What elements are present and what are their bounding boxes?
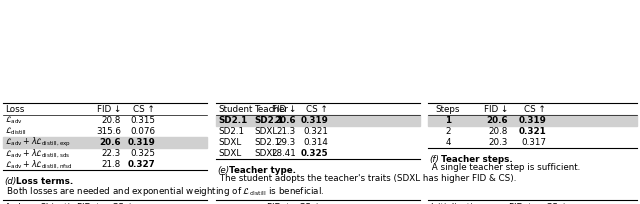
Text: Objective: Objective bbox=[40, 203, 81, 204]
Text: Teacher type.: Teacher type. bbox=[229, 166, 296, 175]
Text: SD2.1: SD2.1 bbox=[218, 127, 244, 136]
Text: 20.8: 20.8 bbox=[102, 116, 121, 125]
Text: 0.325: 0.325 bbox=[130, 149, 155, 158]
Text: Steps: Steps bbox=[436, 105, 460, 114]
Text: Loss terms.: Loss terms. bbox=[16, 177, 73, 186]
Text: $\mathcal{L}_{\rm adv} + \lambda\mathcal{L}_{\rm distill,sds}$: $\mathcal{L}_{\rm adv} + \lambda\mathcal… bbox=[5, 147, 70, 160]
Text: SD2.1: SD2.1 bbox=[218, 116, 247, 125]
Text: (e): (e) bbox=[217, 166, 229, 175]
Text: 20.8: 20.8 bbox=[488, 127, 508, 136]
Text: 4: 4 bbox=[445, 138, 451, 147]
Text: FID ↓: FID ↓ bbox=[77, 203, 101, 204]
Text: The student adopts the teacher's traits (SDXL has higher FID & CS).: The student adopts the teacher's traits … bbox=[217, 174, 516, 183]
Text: 0.325: 0.325 bbox=[300, 149, 328, 158]
Text: Student: Student bbox=[218, 105, 252, 114]
Text: SD2.1: SD2.1 bbox=[254, 138, 280, 147]
Text: FID ↓: FID ↓ bbox=[97, 105, 121, 114]
Text: $\mathcal{L}_{\rm adv}$: $\mathcal{L}_{\rm adv}$ bbox=[5, 115, 23, 126]
Text: A single teacher step is sufficient.: A single teacher step is sufficient. bbox=[429, 163, 580, 172]
Text: SDXL: SDXL bbox=[254, 127, 277, 136]
Text: 0.327: 0.327 bbox=[127, 160, 155, 169]
Text: SDXL: SDXL bbox=[218, 138, 241, 147]
Text: 0.076: 0.076 bbox=[130, 127, 155, 136]
Bar bbox=[428, 115, 637, 126]
Text: CS ↑: CS ↑ bbox=[524, 105, 546, 114]
Text: FID ↓: FID ↓ bbox=[484, 105, 508, 114]
Text: 0.319: 0.319 bbox=[300, 116, 328, 125]
Text: CS ↑: CS ↑ bbox=[133, 105, 155, 114]
Text: Arch: Arch bbox=[5, 203, 25, 204]
Text: Loss: Loss bbox=[5, 105, 24, 114]
Text: 1: 1 bbox=[445, 116, 451, 125]
Text: SDXL: SDXL bbox=[254, 149, 277, 158]
Text: 21.8: 21.8 bbox=[102, 160, 121, 169]
Text: c: c bbox=[227, 203, 232, 204]
Text: 315.6: 315.6 bbox=[96, 127, 121, 136]
Text: (f): (f) bbox=[429, 155, 439, 164]
Bar bbox=[3, 137, 207, 148]
Text: SD2.1: SD2.1 bbox=[254, 116, 284, 125]
Text: 22.3: 22.3 bbox=[102, 149, 121, 158]
Text: 0.321: 0.321 bbox=[518, 127, 546, 136]
Text: SDXL: SDXL bbox=[218, 149, 241, 158]
Text: 2: 2 bbox=[445, 127, 451, 136]
Text: c: c bbox=[253, 203, 258, 204]
Text: Both losses are needed and exponential weighting of $\mathcal{L}_{\rm distill}$ : Both losses are needed and exponential w… bbox=[4, 185, 324, 198]
Text: Teacher: Teacher bbox=[254, 105, 288, 114]
Text: 21.3: 21.3 bbox=[276, 127, 296, 136]
Text: FID ↓: FID ↓ bbox=[271, 105, 296, 114]
Text: 20.3: 20.3 bbox=[488, 138, 508, 147]
Text: CS ↑: CS ↑ bbox=[546, 203, 568, 204]
Text: $\mathcal{L}_{\rm adv} + \lambda\mathcal{L}_{\rm distill,exp}$: $\mathcal{L}_{\rm adv} + \lambda\mathcal… bbox=[5, 136, 71, 149]
Text: CS ↑: CS ↑ bbox=[112, 203, 134, 204]
Text: Initialization: Initialization bbox=[430, 203, 483, 204]
Text: 0.319: 0.319 bbox=[518, 116, 546, 125]
Text: CS ↑: CS ↑ bbox=[299, 203, 321, 204]
Text: $\mathcal{L}_{\rm adv} + \lambda\mathcal{L}_{\rm distill,nfsd}$: $\mathcal{L}_{\rm adv} + \lambda\mathcal… bbox=[5, 158, 72, 171]
Text: (d): (d) bbox=[4, 177, 16, 186]
Text: 0.321: 0.321 bbox=[303, 127, 328, 136]
Bar bbox=[216, 115, 420, 126]
Text: 29.3: 29.3 bbox=[276, 138, 296, 147]
Text: CS ↑: CS ↑ bbox=[306, 105, 328, 114]
Text: 28.41: 28.41 bbox=[271, 149, 296, 158]
Text: 20.6: 20.6 bbox=[99, 138, 121, 147]
Text: 0.317: 0.317 bbox=[521, 138, 546, 147]
Text: Teacher steps.: Teacher steps. bbox=[441, 155, 513, 164]
Text: 20.6: 20.6 bbox=[275, 116, 296, 125]
Text: 0.315: 0.315 bbox=[130, 116, 155, 125]
Text: 0.314: 0.314 bbox=[303, 138, 328, 147]
Text: 20.6: 20.6 bbox=[486, 116, 508, 125]
Text: $\mathcal{L}_{\rm distill}$: $\mathcal{L}_{\rm distill}$ bbox=[5, 126, 27, 137]
Text: FID ↓: FID ↓ bbox=[267, 203, 291, 204]
Text: FID ↓: FID ↓ bbox=[509, 203, 533, 204]
Text: 0.319: 0.319 bbox=[127, 138, 155, 147]
